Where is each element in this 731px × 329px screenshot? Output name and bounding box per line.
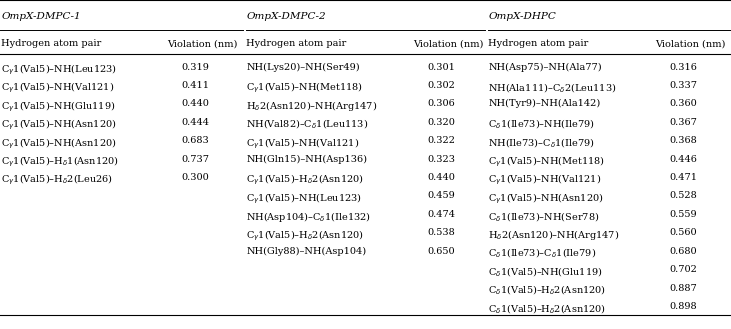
Text: 0.368: 0.368: [670, 136, 697, 145]
Text: NH(Lys20)–NH(Ser49): NH(Lys20)–NH(Ser49): [246, 63, 360, 72]
Text: 0.302: 0.302: [428, 81, 455, 90]
Text: 0.559: 0.559: [670, 210, 697, 219]
Text: 0.737: 0.737: [181, 155, 209, 164]
Text: C$_{\gamma}$1(Val5)–H$_{\delta}$2(Leu26): C$_{\gamma}$1(Val5)–H$_{\delta}$2(Leu26): [1, 173, 113, 188]
Text: 0.538: 0.538: [428, 228, 455, 237]
Text: 0.702: 0.702: [670, 265, 697, 274]
Text: C$_{\gamma}$1(Val5)–H$_{\delta}$2(Asn120): C$_{\gamma}$1(Val5)–H$_{\delta}$2(Asn120…: [246, 228, 364, 243]
Text: C$_{\delta}$1(Ile73)–C$_{\delta}$1(Ile79): C$_{\delta}$1(Ile73)–C$_{\delta}$1(Ile79…: [488, 247, 596, 260]
Text: 0.411: 0.411: [181, 81, 209, 90]
Text: 0.528: 0.528: [670, 191, 697, 200]
Text: C$_{\gamma}$1(Val5)–H$_{\delta}$1(Asn120): C$_{\gamma}$1(Val5)–H$_{\delta}$1(Asn120…: [1, 155, 119, 169]
Text: 0.316: 0.316: [670, 63, 697, 71]
Text: 0.887: 0.887: [670, 284, 697, 292]
Text: 0.444: 0.444: [181, 118, 209, 127]
Text: NH(Tyr9)–NH(Ala142): NH(Tyr9)–NH(Ala142): [488, 99, 601, 109]
Text: Hydrogen atom pair: Hydrogen atom pair: [488, 39, 588, 48]
Text: NH(Ala111)–C$_{\delta}$2(Leu113): NH(Ala111)–C$_{\delta}$2(Leu113): [488, 81, 617, 94]
Text: 0.322: 0.322: [428, 136, 455, 145]
Text: 0.683: 0.683: [181, 136, 209, 145]
Text: NH(Val82)–C$_{\delta}$1(Leu113): NH(Val82)–C$_{\delta}$1(Leu113): [246, 118, 368, 131]
Text: 0.650: 0.650: [428, 247, 455, 256]
Text: C$_{\gamma}$1(Val5)–H$_{\delta}$2(Asn120): C$_{\gamma}$1(Val5)–H$_{\delta}$2(Asn120…: [246, 173, 364, 188]
Text: C$_{\gamma}$1(Val5)–NH(Leu123): C$_{\gamma}$1(Val5)–NH(Leu123): [246, 191, 363, 206]
Text: 0.306: 0.306: [428, 99, 455, 108]
Text: C$_{\gamma}$1(Val5)–NH(Met118): C$_{\gamma}$1(Val5)–NH(Met118): [488, 155, 605, 169]
Text: 0.360: 0.360: [670, 99, 697, 108]
Text: OmpX-DHPC: OmpX-DHPC: [488, 12, 556, 20]
Text: 0.560: 0.560: [670, 228, 697, 237]
Text: 0.440: 0.440: [181, 99, 209, 108]
Text: 0.898: 0.898: [670, 302, 697, 311]
Text: Hydrogen atom pair: Hydrogen atom pair: [246, 39, 346, 48]
Text: C$_{\delta}$1(Ile73)–NH(Ile79): C$_{\delta}$1(Ile73)–NH(Ile79): [488, 118, 595, 131]
Text: Hydrogen atom pair: Hydrogen atom pair: [1, 39, 102, 48]
Text: 0.367: 0.367: [670, 118, 697, 127]
Text: 0.337: 0.337: [670, 81, 697, 90]
Text: C$_{\gamma}$1(Val5)–NH(Asn120): C$_{\gamma}$1(Val5)–NH(Asn120): [1, 136, 117, 151]
Text: C$_{\gamma}$1(Val5)–NH(Glu119): C$_{\gamma}$1(Val5)–NH(Glu119): [1, 99, 116, 114]
Text: C$_{\gamma}$1(Val5)–NH(Leu123): C$_{\gamma}$1(Val5)–NH(Leu123): [1, 63, 118, 77]
Text: C$_{\delta}$1(Val5)–H$_{\delta}$2(Asn120): C$_{\delta}$1(Val5)–H$_{\delta}$2(Asn120…: [488, 302, 607, 316]
Text: 0.320: 0.320: [428, 118, 455, 127]
Text: NH(Asp104)–C$_{\delta}$1(Ile132): NH(Asp104)–C$_{\delta}$1(Ile132): [246, 210, 371, 224]
Text: C$_{\gamma}$1(Val5)–NH(Val121): C$_{\gamma}$1(Val5)–NH(Val121): [246, 136, 360, 151]
Text: 0.440: 0.440: [428, 173, 455, 182]
Text: NH(Gly88)–NH(Asp104): NH(Gly88)–NH(Asp104): [246, 247, 366, 256]
Text: OmpX-DMPC-2: OmpX-DMPC-2: [246, 12, 326, 20]
Text: 0.680: 0.680: [670, 247, 697, 256]
Text: 0.471: 0.471: [670, 173, 697, 182]
Text: C$_{\gamma}$1(Val5)–NH(Val121): C$_{\gamma}$1(Val5)–NH(Val121): [1, 81, 115, 95]
Text: Violation (nm): Violation (nm): [655, 39, 725, 48]
Text: 0.446: 0.446: [670, 155, 697, 164]
Text: Violation (nm): Violation (nm): [167, 39, 237, 48]
Text: C$_{\delta}$1(Ile73)–NH(Ser78): C$_{\delta}$1(Ile73)–NH(Ser78): [488, 210, 599, 223]
Text: NH(Ile73)–C$_{\delta}$1(Ile79): NH(Ile73)–C$_{\delta}$1(Ile79): [488, 136, 595, 150]
Text: C$_{\gamma}$1(Val5)–NH(Asn120): C$_{\gamma}$1(Val5)–NH(Asn120): [1, 118, 117, 132]
Text: 0.474: 0.474: [428, 210, 455, 219]
Text: 0.301: 0.301: [428, 63, 455, 71]
Text: C$_{\gamma}$1(Val5)–NH(Met118): C$_{\gamma}$1(Val5)–NH(Met118): [246, 81, 363, 95]
Text: Violation (nm): Violation (nm): [413, 39, 483, 48]
Text: C$_{\gamma}$1(Val5)–NH(Asn120): C$_{\gamma}$1(Val5)–NH(Asn120): [488, 191, 604, 206]
Text: H$_{\delta}$2(Asn120)–NH(Arg147): H$_{\delta}$2(Asn120)–NH(Arg147): [246, 99, 378, 114]
Text: C$_{\delta}$1(Val5)–NH(Glu119): C$_{\delta}$1(Val5)–NH(Glu119): [488, 265, 603, 279]
Text: 0.319: 0.319: [181, 63, 209, 71]
Text: 0.459: 0.459: [428, 191, 455, 200]
Text: NH(Gln15)–NH(Asp136): NH(Gln15)–NH(Asp136): [246, 155, 368, 164]
Text: 0.300: 0.300: [181, 173, 209, 182]
Text: C$_{\gamma}$1(Val5)–NH(Val121): C$_{\gamma}$1(Val5)–NH(Val121): [488, 173, 602, 188]
Text: OmpX-DMPC-1: OmpX-DMPC-1: [1, 12, 81, 20]
Text: NH(Asp75)–NH(Ala77): NH(Asp75)–NH(Ala77): [488, 63, 602, 72]
Text: H$_{\delta}$2(Asn120)–NH(Arg147): H$_{\delta}$2(Asn120)–NH(Arg147): [488, 228, 620, 242]
Text: 0.323: 0.323: [428, 155, 455, 164]
Text: C$_{\delta}$1(Val5)–H$_{\delta}$2(Asn120): C$_{\delta}$1(Val5)–H$_{\delta}$2(Asn120…: [488, 284, 607, 297]
